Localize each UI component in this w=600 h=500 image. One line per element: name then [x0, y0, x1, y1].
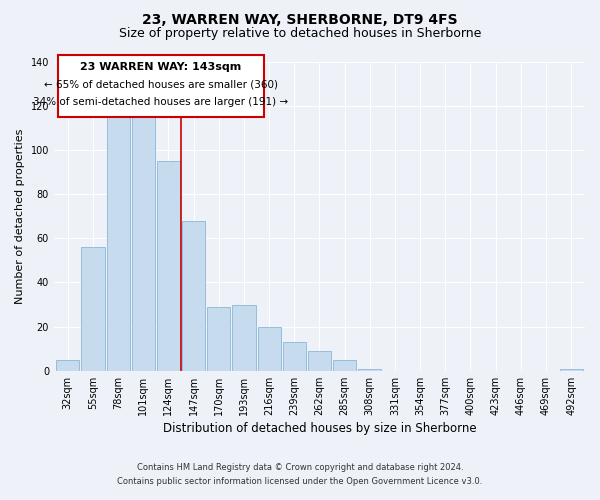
Text: 23, WARREN WAY, SHERBORNE, DT9 4FS: 23, WARREN WAY, SHERBORNE, DT9 4FS: [142, 12, 458, 26]
Text: 23 WARREN WAY: 143sqm: 23 WARREN WAY: 143sqm: [80, 62, 242, 72]
Bar: [283, 342, 306, 371]
Text: ← 65% of detached houses are smaller (360): ← 65% of detached houses are smaller (36…: [44, 79, 278, 89]
Bar: [182, 220, 205, 371]
Text: Contains HM Land Registry data © Crown copyright and database right 2024.: Contains HM Land Registry data © Crown c…: [137, 464, 463, 472]
Bar: [157, 161, 180, 371]
Text: Contains public sector information licensed under the Open Government Licence v3: Contains public sector information licen…: [118, 477, 482, 486]
Bar: [232, 304, 256, 371]
Bar: [308, 351, 331, 371]
Text: Size of property relative to detached houses in Sherborne: Size of property relative to detached ho…: [119, 28, 481, 40]
Bar: [131, 114, 155, 371]
Bar: [333, 360, 356, 371]
Text: 34% of semi-detached houses are larger (191) →: 34% of semi-detached houses are larger (…: [34, 97, 289, 107]
Bar: [56, 360, 79, 371]
Bar: [58, 55, 264, 116]
Bar: [560, 368, 583, 371]
Bar: [207, 306, 230, 371]
Bar: [358, 368, 382, 371]
Y-axis label: Number of detached properties: Number of detached properties: [15, 128, 25, 304]
Bar: [82, 247, 104, 371]
X-axis label: Distribution of detached houses by size in Sherborne: Distribution of detached houses by size …: [163, 422, 476, 435]
Bar: [107, 116, 130, 371]
Bar: [257, 326, 281, 371]
